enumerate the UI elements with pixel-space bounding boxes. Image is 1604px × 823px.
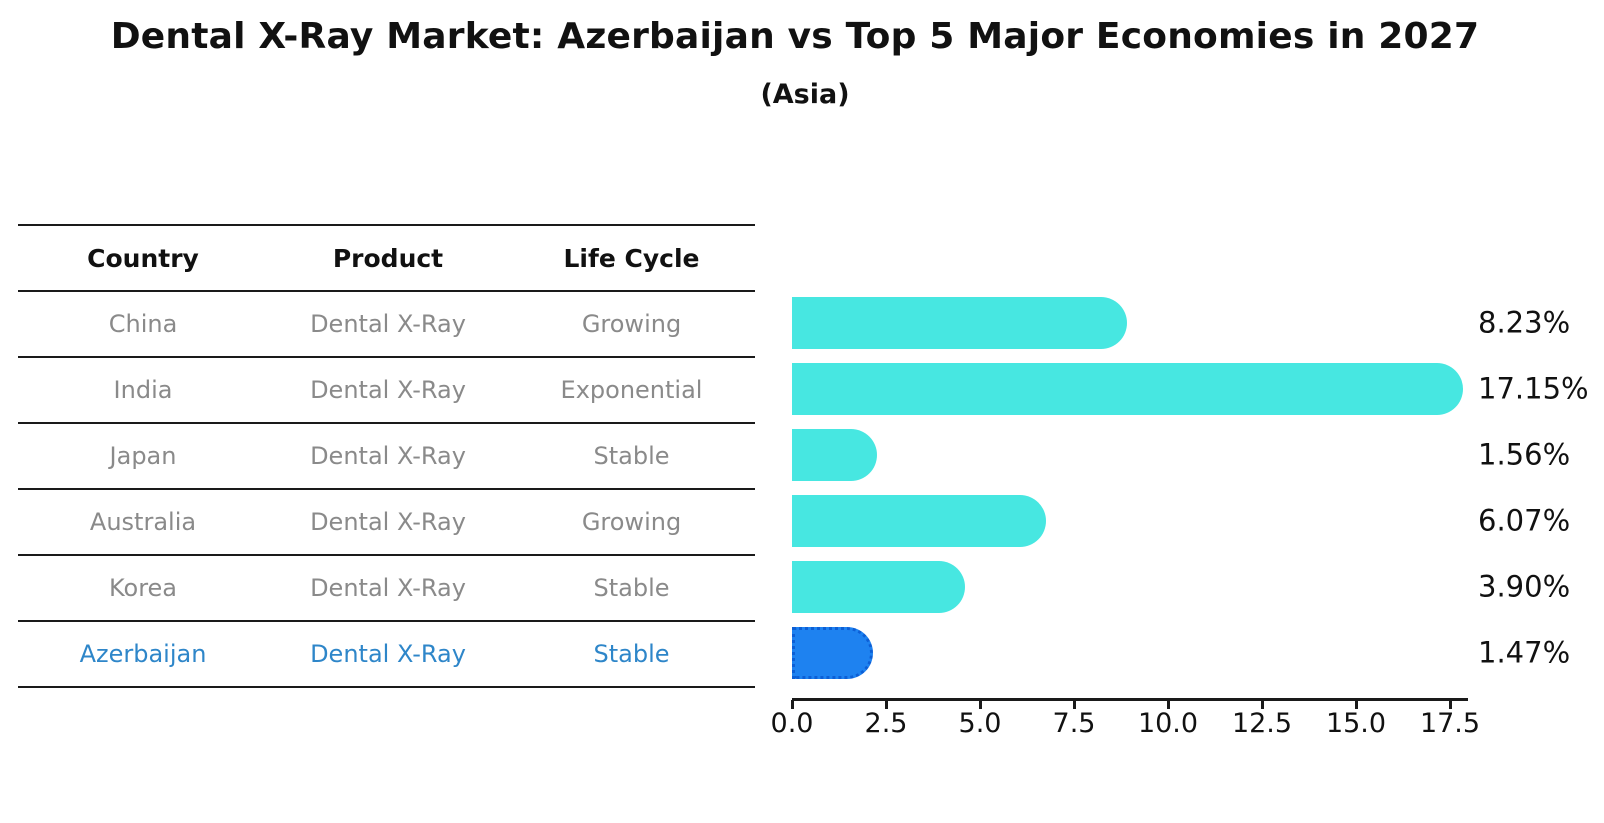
table-body: China Dental X-Ray Growing India Dental X-Ra…: [18, 292, 755, 688]
cell-life-cycle: Growing: [581, 310, 682, 338]
cell-life-cycle: Stable: [593, 574, 670, 602]
x-axis-tick: [1448, 700, 1452, 709]
bar-value-label-korea: 3.90%: [1478, 569, 1571, 604]
chart-subtitle: (Asia): [760, 79, 850, 110]
bar-korea: [792, 561, 965, 613]
cell-product: Dental X-Ray: [310, 310, 466, 338]
bar-india: [792, 363, 1463, 415]
cell-country: India: [113, 376, 173, 404]
table-row-china: China Dental X-Ray Growing: [18, 292, 755, 358]
x-axis-tick: [1260, 700, 1264, 709]
bar-azerbaijan: [792, 627, 874, 679]
cell-life-cycle: Stable: [593, 442, 670, 470]
table-row-korea: Korea Dental X-Ray Stable: [18, 556, 755, 622]
cell-country: Japan: [109, 442, 177, 470]
x-axis-tick: [884, 700, 888, 709]
cell-country: China: [108, 310, 178, 338]
x-axis-tick: [1166, 700, 1170, 709]
table-row-india: India Dental X-Ray Exponential: [18, 358, 755, 424]
cell-product: Dental X-Ray: [310, 376, 466, 404]
table-header-row: Country Product Life Cycle: [18, 226, 755, 292]
x-axis-tick-label: 0.0: [770, 708, 814, 739]
table-row-australia: Australia Dental X-Ray Growing: [18, 490, 755, 556]
cell-country: Korea: [108, 574, 178, 602]
bar-value-label-australia: 6.07%: [1478, 503, 1571, 538]
bar-china: [792, 297, 1128, 349]
x-axis-tick: [790, 700, 794, 709]
column-header-product: Product: [332, 243, 444, 273]
x-axis-tick-label: 10.0: [1137, 708, 1199, 739]
table-row-japan: Japan Dental X-Ray Stable: [18, 424, 755, 490]
cell-product: Dental X-Ray: [310, 508, 466, 536]
cell-product: Dental X-Ray: [310, 640, 466, 668]
x-axis-tick: [1072, 700, 1076, 709]
cell-life-cycle: Stable: [593, 640, 670, 668]
cell-life-cycle: Growing: [581, 508, 682, 536]
x-axis-tick-label: 7.5: [1052, 708, 1096, 739]
column-header-country: Country: [87, 243, 199, 273]
x-axis-line: [792, 698, 1468, 701]
x-axis-tick-label: 5.0: [958, 708, 1002, 739]
x-axis-tick: [978, 700, 982, 709]
bar-australia: [792, 495, 1047, 547]
chart-title: Dental X-Ray Market: Azerbaijan vs Top 5…: [110, 16, 1480, 57]
bar-value-label-azerbaijan: 1.47%: [1478, 635, 1571, 670]
cell-country: Azerbaijan: [79, 640, 207, 668]
column-header-life-cycle: Life Cycle: [563, 243, 700, 273]
cell-country: Australia: [89, 508, 197, 536]
comparison-table: Country Product Life Cycle China Dental X…: [18, 224, 755, 688]
cell-product: Dental X-Ray: [310, 574, 466, 602]
x-axis-tick-label: 15.0: [1325, 708, 1387, 739]
cell-product: Dental X-Ray: [310, 442, 466, 470]
x-axis-tick-label: 2.5: [864, 708, 908, 739]
x-axis-tick-label: 12.5: [1231, 708, 1293, 739]
table-row-azerbaijan: Azerbaijan Dental X-Ray Stable: [18, 622, 755, 688]
x-axis-tick: [1354, 700, 1358, 709]
cell-life-cycle: Exponential: [560, 376, 703, 404]
bar-value-label-japan: 1.56%: [1478, 437, 1571, 472]
x-axis-tick-label: 17.5: [1419, 708, 1481, 739]
bar-value-label-china: 8.23%: [1478, 305, 1571, 340]
bar-value-label-india: 17.15%: [1478, 371, 1589, 406]
bar-japan: [792, 429, 877, 481]
